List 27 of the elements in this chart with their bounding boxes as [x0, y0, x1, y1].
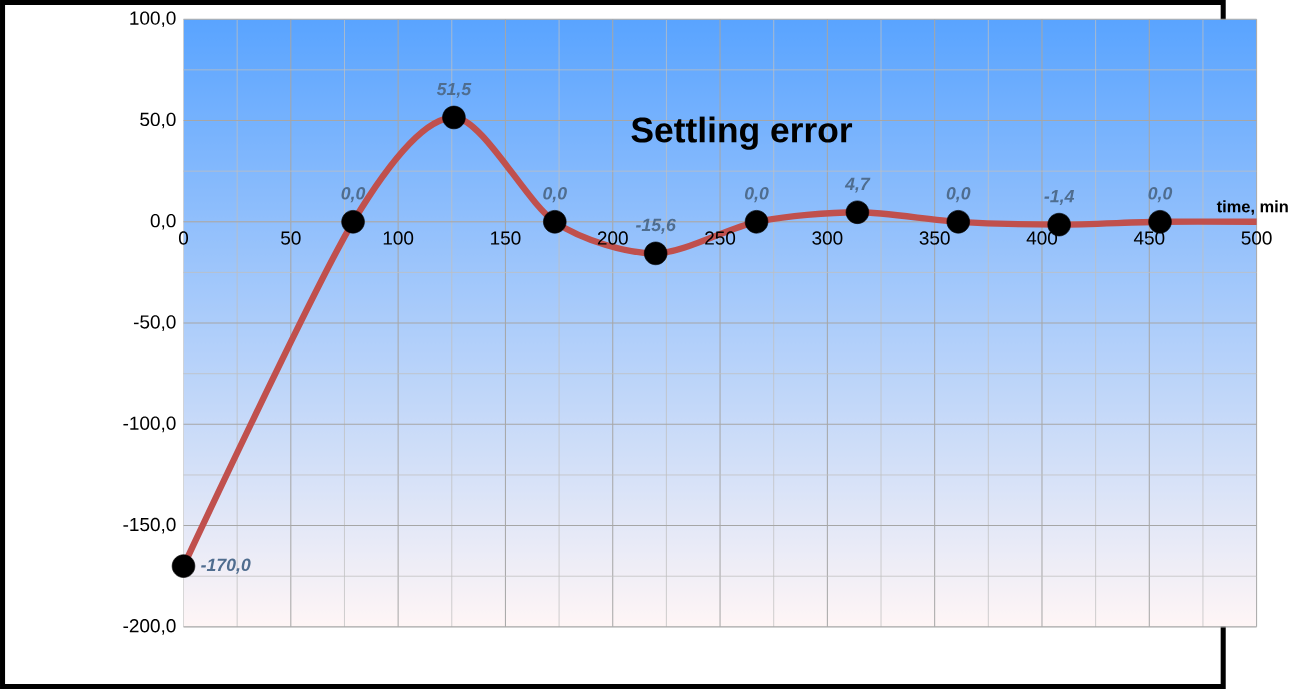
x-tick-label: 0 [178, 231, 189, 245]
x-tick-label: 100 [383, 231, 414, 245]
text: Settling error [631, 116, 853, 150]
data-label: -170,0 [201, 558, 251, 574]
x-tick-label: 350 [919, 231, 950, 245]
x-tick-label: 50 [281, 231, 301, 245]
x-tick-label: 200 [597, 231, 628, 245]
x-axis-title: time, min [1216, 200, 1288, 215]
data-label: -1,4 [1044, 189, 1075, 205]
x-tick-label: 150 [491, 231, 521, 245]
y-tick-label: -200,0 [123, 618, 176, 635]
y-tick-label: -150,0 [123, 517, 176, 534]
x-tick-label: 450 [1133, 231, 1165, 245]
data-label: 51,5 [436, 82, 472, 98]
y-tick-label: 0,0 [150, 213, 176, 230]
data-label: 0,0 [543, 186, 567, 203]
data-label: 0,0 [744, 186, 769, 203]
y-tick-label: 50,0 [140, 112, 176, 129]
y-tick-label: -100,0 [123, 416, 176, 433]
data-label: 0,0 [946, 186, 971, 203]
y-tick-label: -50,0 [133, 315, 176, 331]
y-tick-label: 100,0 [130, 11, 176, 27]
x-tick-label: 300 [812, 231, 843, 245]
data-label: 0,0 [341, 186, 366, 203]
data-label: -15,6 [635, 218, 676, 234]
x-tick-label: 500 [1241, 231, 1272, 245]
data-label: 4,7 [844, 177, 871, 193]
